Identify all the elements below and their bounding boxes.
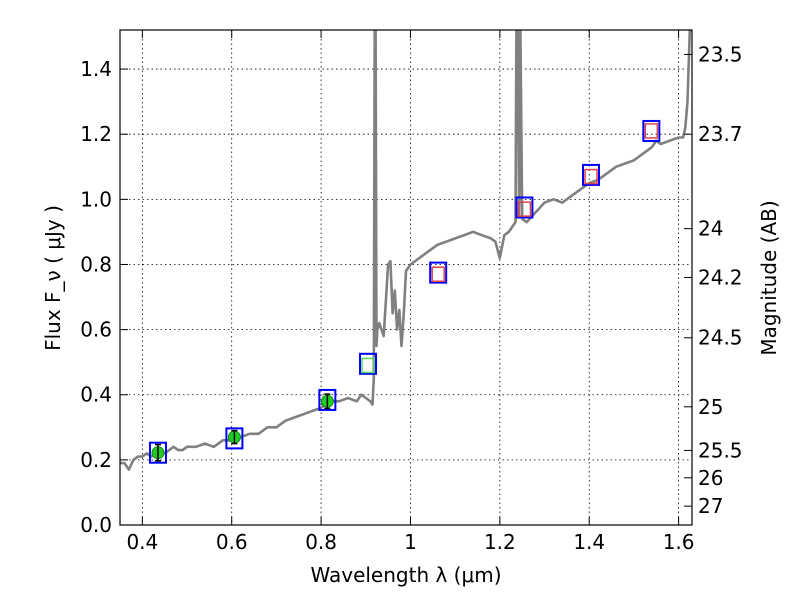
- right-axis-label: Magnitude (AB): [757, 200, 781, 355]
- model-box: [642, 119, 661, 142]
- photometry-point: [582, 163, 601, 186]
- y-tick-label: 0.4: [80, 383, 112, 407]
- model-box: [359, 352, 378, 375]
- model-box: [225, 427, 244, 450]
- y-tick-label: 0.6: [80, 318, 112, 342]
- x-tick-label: 1.6: [663, 530, 695, 554]
- right-tick-label: 24.2: [698, 266, 743, 290]
- x-axis-ticks: 0.4 0.6 0.8 1 1.2 1.4 1.6: [126, 30, 695, 554]
- y-tick-label: 0.8: [80, 252, 112, 276]
- photometry-points: [148, 119, 661, 464]
- x-tick-label: 1.2: [484, 530, 516, 554]
- right-tick-label: 24.5: [698, 326, 743, 350]
- right-axis-ticks: 23.5 23.7 24 24.2 24.5 25 25.5 26 27: [684, 42, 743, 518]
- x-tick-label: 0.8: [305, 530, 337, 554]
- y-tick-label: 1.2: [80, 122, 112, 146]
- y-tick-label: 1.4: [80, 57, 112, 81]
- right-tick-label: 27: [698, 494, 723, 518]
- x-tick-label: 0.4: [126, 530, 158, 554]
- right-tick-label: 25: [698, 395, 723, 419]
- photometry-point: [359, 352, 378, 375]
- model-box: [318, 388, 337, 411]
- synthetic-marker: [517, 201, 532, 217]
- photometry-point: [429, 261, 448, 284]
- y-axis-label: Flux F_ν ( μJy ): [41, 205, 65, 351]
- x-axis-label: Wavelength λ (μm): [310, 563, 501, 587]
- y-axis-ticks: 0.0 0.2 0.4 0.6 0.8 1.0 1.2 1.4: [80, 57, 128, 537]
- right-tick-label: 24: [698, 217, 723, 241]
- y-tick-label: 1.0: [80, 187, 112, 211]
- y-tick-label: 0.2: [80, 448, 112, 472]
- model-box: [582, 163, 601, 186]
- right-tick-label: 23.5: [698, 42, 743, 66]
- x-tick-label: 1.4: [573, 530, 605, 554]
- x-tick-label: 1: [404, 530, 417, 554]
- photometry-point: [225, 427, 244, 450]
- photometry-point: [318, 388, 337, 411]
- synthetic-marker: [584, 168, 598, 185]
- grid-lines: [120, 30, 692, 526]
- photometry-point: [642, 119, 661, 142]
- spectrum-series: [120, 30, 692, 471]
- model-box: [148, 441, 167, 464]
- synthetic-marker: [644, 123, 659, 139]
- model-box: [429, 261, 448, 284]
- photometry-point: [148, 441, 167, 464]
- synthetic-marker: [431, 266, 445, 282]
- right-tick-label: 26: [698, 466, 723, 490]
- synthetic-marker: [361, 357, 375, 374]
- right-tick-label: 25.5: [698, 438, 743, 462]
- photometry-point: [515, 196, 534, 219]
- right-tick-label: 23.7: [698, 122, 743, 146]
- model-box: [515, 196, 534, 219]
- x-tick-label: 0.6: [216, 530, 248, 554]
- y-tick-label: 0.0: [80, 513, 112, 537]
- spectrum-line: [120, 30, 692, 471]
